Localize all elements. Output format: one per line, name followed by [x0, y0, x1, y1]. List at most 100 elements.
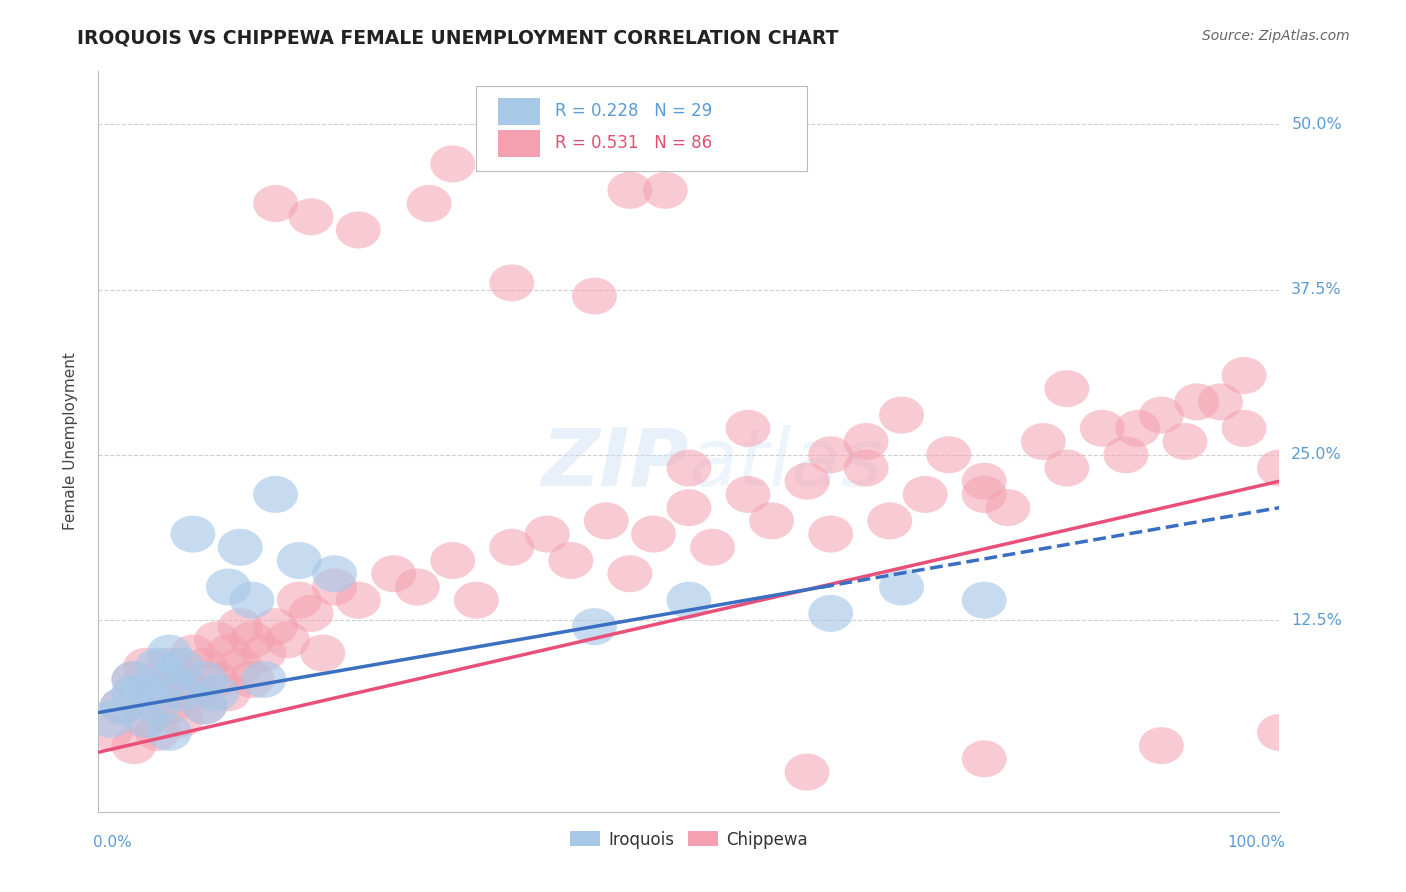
Ellipse shape: [1222, 357, 1267, 394]
Text: ZIP: ZIP: [541, 425, 689, 503]
FancyBboxPatch shape: [498, 130, 540, 156]
FancyBboxPatch shape: [498, 98, 540, 125]
Ellipse shape: [183, 688, 228, 724]
Ellipse shape: [336, 582, 381, 619]
Ellipse shape: [666, 450, 711, 486]
Ellipse shape: [312, 555, 357, 592]
Text: 100.0%: 100.0%: [1227, 836, 1285, 850]
Ellipse shape: [135, 688, 180, 724]
Ellipse shape: [124, 648, 169, 685]
Ellipse shape: [159, 674, 204, 711]
Ellipse shape: [183, 648, 228, 685]
Ellipse shape: [1045, 370, 1090, 407]
Ellipse shape: [100, 688, 145, 724]
Ellipse shape: [100, 688, 145, 724]
Ellipse shape: [631, 516, 676, 553]
Ellipse shape: [253, 185, 298, 222]
Ellipse shape: [927, 436, 972, 474]
Ellipse shape: [785, 463, 830, 500]
Ellipse shape: [135, 648, 180, 685]
Ellipse shape: [111, 727, 156, 764]
Ellipse shape: [135, 714, 180, 751]
Y-axis label: Female Unemployment: Female Unemployment: [63, 352, 77, 531]
Ellipse shape: [1163, 423, 1208, 460]
Ellipse shape: [1139, 727, 1184, 764]
Ellipse shape: [87, 714, 132, 751]
Ellipse shape: [548, 542, 593, 579]
Ellipse shape: [962, 740, 1007, 777]
Ellipse shape: [183, 661, 228, 698]
Ellipse shape: [1115, 409, 1160, 447]
Ellipse shape: [1080, 409, 1125, 447]
Ellipse shape: [124, 701, 169, 738]
Ellipse shape: [371, 555, 416, 592]
Ellipse shape: [135, 674, 180, 711]
Ellipse shape: [607, 555, 652, 592]
Ellipse shape: [962, 582, 1007, 619]
Ellipse shape: [229, 622, 274, 658]
Ellipse shape: [159, 701, 204, 738]
Ellipse shape: [301, 634, 346, 672]
Ellipse shape: [288, 198, 333, 235]
Ellipse shape: [277, 582, 322, 619]
Ellipse shape: [572, 277, 617, 315]
Ellipse shape: [1104, 436, 1149, 474]
Ellipse shape: [1174, 384, 1219, 420]
Ellipse shape: [1045, 450, 1090, 486]
Text: IROQUOIS VS CHIPPEWA FEMALE UNEMPLOYMENT CORRELATION CHART: IROQUOIS VS CHIPPEWA FEMALE UNEMPLOYMENT…: [77, 29, 839, 47]
Ellipse shape: [808, 436, 853, 474]
Ellipse shape: [146, 634, 191, 672]
Ellipse shape: [146, 648, 191, 685]
Ellipse shape: [253, 608, 298, 645]
Ellipse shape: [607, 172, 652, 209]
Ellipse shape: [690, 529, 735, 566]
Text: 25.0%: 25.0%: [1291, 447, 1341, 462]
Ellipse shape: [879, 568, 924, 606]
Ellipse shape: [242, 634, 287, 672]
Ellipse shape: [170, 674, 215, 711]
Ellipse shape: [868, 502, 912, 540]
FancyBboxPatch shape: [477, 87, 807, 171]
Ellipse shape: [725, 476, 770, 513]
Ellipse shape: [111, 661, 156, 698]
Ellipse shape: [844, 450, 889, 486]
Ellipse shape: [489, 529, 534, 566]
Ellipse shape: [430, 542, 475, 579]
Ellipse shape: [146, 661, 191, 698]
Text: atlas: atlas: [689, 425, 884, 503]
Text: 50.0%: 50.0%: [1291, 117, 1341, 132]
Text: R = 0.228   N = 29: R = 0.228 N = 29: [555, 103, 713, 120]
Ellipse shape: [785, 754, 830, 790]
Text: R = 0.531   N = 86: R = 0.531 N = 86: [555, 134, 713, 153]
Ellipse shape: [146, 714, 191, 751]
Ellipse shape: [288, 595, 333, 632]
Ellipse shape: [336, 211, 381, 249]
Ellipse shape: [1139, 397, 1184, 434]
Ellipse shape: [159, 648, 204, 685]
Ellipse shape: [124, 674, 169, 711]
Ellipse shape: [159, 661, 204, 698]
Ellipse shape: [111, 661, 156, 698]
Ellipse shape: [666, 489, 711, 526]
Ellipse shape: [312, 568, 357, 606]
Legend: Iroquois, Chippewa: Iroquois, Chippewa: [564, 824, 814, 855]
Ellipse shape: [524, 516, 569, 553]
Ellipse shape: [1198, 384, 1243, 420]
Ellipse shape: [242, 661, 287, 698]
Ellipse shape: [430, 145, 475, 183]
Ellipse shape: [264, 622, 309, 658]
Ellipse shape: [1021, 423, 1066, 460]
Ellipse shape: [218, 529, 263, 566]
Ellipse shape: [205, 568, 250, 606]
Text: 37.5%: 37.5%: [1291, 282, 1341, 297]
Ellipse shape: [124, 701, 169, 738]
Ellipse shape: [229, 661, 274, 698]
Ellipse shape: [986, 489, 1031, 526]
Ellipse shape: [277, 542, 322, 579]
Ellipse shape: [879, 397, 924, 434]
Ellipse shape: [229, 582, 274, 619]
Ellipse shape: [183, 688, 228, 724]
Ellipse shape: [903, 476, 948, 513]
Ellipse shape: [194, 622, 239, 658]
Ellipse shape: [808, 595, 853, 632]
